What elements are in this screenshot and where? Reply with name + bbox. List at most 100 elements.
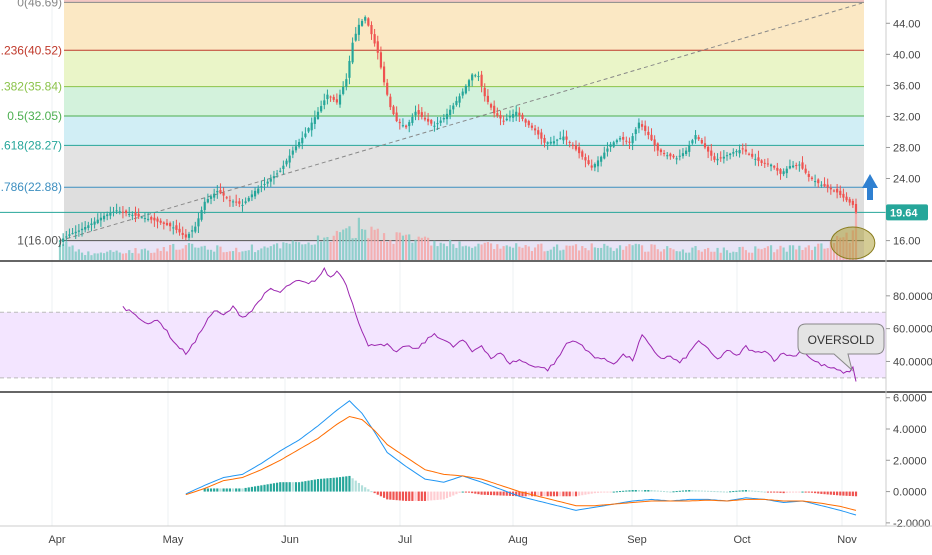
candle-body [666, 155, 669, 157]
volume-bar [241, 251, 244, 260]
candle-body [486, 95, 489, 102]
macd-histogram-bar [725, 491, 729, 493]
candle-body [316, 111, 320, 119]
candle-body [836, 188, 839, 193]
macd-histogram-bar [225, 488, 228, 492]
macd-histogram-bar [685, 490, 688, 492]
macd-histogram-bar [379, 491, 383, 497]
oversold-callout[interactable]: OVERSOLD [797, 323, 885, 372]
volume-bar [398, 232, 401, 260]
volume-bar [222, 252, 225, 260]
candle-body [461, 91, 464, 96]
volume-bar [382, 233, 386, 260]
candle-body [747, 153, 751, 155]
volume-bar [106, 251, 109, 260]
candle-body [801, 162, 804, 169]
volume-bar [571, 245, 574, 260]
macd-histogram-bar [238, 488, 241, 492]
signal-line [185, 415, 857, 511]
candle-body [382, 66, 386, 83]
candle-body [354, 33, 357, 41]
candle-body [851, 200, 854, 205]
candle-body [515, 111, 518, 117]
volume-highlight-ellipse[interactable] [830, 226, 876, 260]
macd-histogram-bar [209, 488, 213, 492]
macd-pane[interactable] [185, 400, 858, 516]
candle-body [609, 144, 612, 147]
volume-bar [408, 234, 411, 260]
candle-body [622, 136, 625, 140]
macd-histogram-bar [650, 490, 653, 492]
macd-histogram-bar [288, 482, 291, 492]
candle-body [269, 178, 272, 182]
macd-histogram-bar [540, 491, 543, 497]
volume-bar [814, 246, 817, 260]
macd-histogram-bar [395, 491, 398, 501]
rsi-axis[interactable]: 40.0000 60.0000 80.0000 [886, 291, 932, 369]
volume-bar [115, 250, 118, 260]
volume-bar [537, 244, 540, 260]
candle-body [282, 165, 285, 169]
macd-histogram-bar [310, 480, 313, 492]
volume-bar [650, 244, 653, 260]
macd-histogram-bar [335, 477, 338, 492]
candle-body [568, 141, 571, 143]
time-axis[interactable]: Apr May Jun Jul Aug Sep Oct Nov [0, 525, 932, 546]
macd-histogram-bar [486, 491, 489, 495]
volume-bar [584, 248, 587, 260]
volume-bar [511, 247, 515, 260]
candle-body [184, 234, 187, 238]
macd-histogram-bar [442, 491, 445, 500]
macd-histogram-bar [282, 482, 285, 492]
macd-line [185, 400, 857, 516]
macd-histogram-bar [581, 491, 584, 496]
candle-body [106, 214, 109, 217]
price-tick-label: 32.00 [893, 111, 921, 123]
candle-body [530, 125, 534, 128]
candle-body [175, 225, 178, 230]
volume-bar [795, 249, 798, 260]
last-price-value: 19.64 [890, 207, 918, 219]
volume-bar [735, 252, 738, 260]
volume-bar [128, 250, 131, 260]
volume-bar [521, 247, 524, 260]
candle-body [417, 110, 420, 115]
rsi-pane[interactable] [0, 266, 886, 382]
volume-bar [124, 253, 128, 260]
volume-bar [370, 226, 373, 260]
macd-histogram-bar [798, 491, 801, 493]
price-pane[interactable]: 0(46.69) .236(40.52) .382(35.84) 0.5(32.05)… [0, 0, 886, 260]
candle-body [137, 213, 140, 217]
up-arrow-shape [862, 174, 878, 200]
up-arrow-icon[interactable] [862, 174, 878, 200]
macd-histogram-bar [738, 490, 741, 492]
volume-bar [162, 247, 165, 260]
candle-body [200, 210, 203, 220]
candle-body [395, 112, 398, 122]
candle-body [798, 164, 801, 166]
volume-bar [102, 253, 106, 260]
volume-bar [80, 252, 84, 260]
candle-body [433, 125, 436, 127]
macd-histogram-bar [364, 487, 367, 492]
macd-histogram-bar [546, 491, 549, 497]
candle-body [511, 114, 515, 118]
volume-bar [524, 245, 527, 260]
macd-histogram-bar [615, 491, 618, 493]
macd-histogram-bar [559, 491, 562, 497]
macd-histogram-bar [458, 491, 461, 493]
candle-body [238, 201, 241, 204]
candle-body [725, 155, 729, 157]
candle-body [751, 153, 754, 157]
macd-histogram-bar [420, 491, 423, 501]
candle-body [87, 225, 90, 228]
macd-axis[interactable]: -2.0000 0.0000 2.0000 4.0000 6.0000 [886, 393, 930, 530]
candle-body [401, 125, 405, 127]
candle-body [275, 173, 279, 175]
macd-histogram-bar [411, 491, 414, 501]
macd-histogram-bar [357, 482, 360, 492]
volume-bar [320, 241, 323, 260]
volume-bar [294, 241, 298, 260]
